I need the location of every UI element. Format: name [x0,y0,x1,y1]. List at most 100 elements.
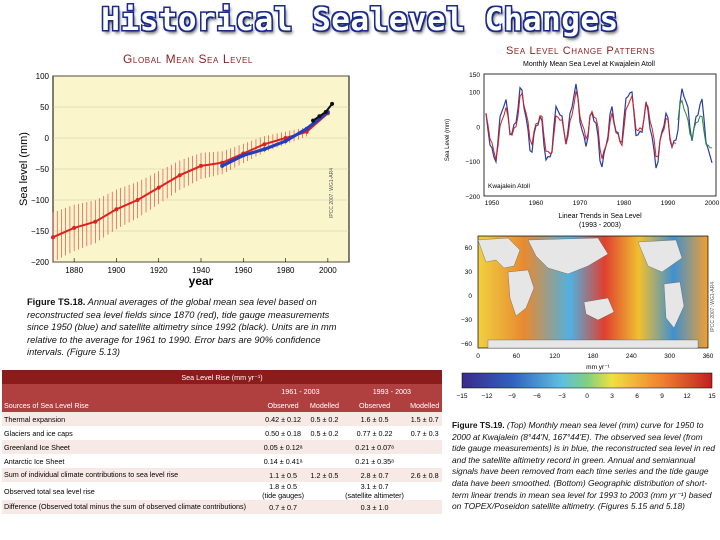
observed-1993-cell: 0.21 ± 0.35ᵃ [341,454,408,468]
y-tick-label: 100 [469,89,480,96]
map-title-line2: (1993 - 2003) [578,222,622,229]
col-observed-header: Observed [341,398,408,412]
modelled-1993-cell [407,482,442,500]
latitude-tick-label: 30 [465,269,473,276]
modelled-1993-cell [407,500,442,514]
data-point [114,207,119,212]
source-cell: Antarctic Ice Sheet [2,454,260,468]
table-row: Glaciers and ice caps 0.50 ± 0.18 0.5 ± 0.… [2,426,442,440]
y-tick-label: −200 [31,258,50,267]
latitude-tick-label: −60 [461,341,472,348]
y-tick-label: 150 [469,72,480,79]
gridlines [53,75,349,263]
observed-1961-cell: 0.05 ± 0.12ᵃ [259,440,308,454]
modelled-1961-cell: 0.5 ± 0.2 [307,426,342,440]
data-point [51,235,55,240]
colorbar-tick-label: 12 [683,393,691,400]
x-tick-labels: 1950 1960 1970 1980 1990 2000 [485,200,720,207]
latitude-tick-label: 60 [465,245,473,252]
y-tick-label: −150 [31,227,50,236]
data-point [220,163,225,168]
colorbar-tick-label: −15 [456,393,467,400]
table-row: Observed total sea level rise 1.8 ± 0.5 (t… [2,482,442,500]
y-tick-label: 0 [476,124,480,131]
latitude-tick-label: −30 [461,317,472,324]
table-row: Difference (Observed total minus the sum… [2,500,442,514]
y-tick-label: 100 [36,72,50,81]
y-tick-label: −200 [465,194,480,201]
colorbar-tick-label: 15 [708,393,716,400]
x-tick-label: 1960 [234,266,252,275]
data-point [304,126,309,131]
cell-note: (satellite altimeter) [345,491,404,500]
modelled-1993-cell: 0.7 ± 0.3 [407,426,442,440]
colorbar [461,372,713,389]
data-point [72,225,77,230]
longitude-tick-label: 240 [626,353,637,360]
modelled-1993-cell: 1.5 ± 0.7 [407,412,442,426]
observed-1993-cell: 0.21 ± 0.07ᵃ [341,440,408,454]
table-row: Thermal expansion 0.42 ± 0.12 0.5 ± 0.2 1.6… [2,412,442,426]
x-tick-label: 2000 [705,200,720,207]
data-point [262,142,267,147]
y-tick-labels: 100 50 0 −50 −100 −150 −200 [31,72,50,267]
global-mean-sea-level-chart: 100 50 0 −50 −100 −150 −200 1880 1900 1920 1940 19… [18,72,350,288]
colorbar-tick-label: −12 [481,393,492,400]
table-band-title: Sea Level Rise (mm yr⁻¹) [2,370,442,384]
modelled-1961-cell [307,500,342,514]
data-point [135,198,140,202]
longitude-tick-label: 120 [549,353,560,360]
observed-1961-cell: 1.1 ± 0.5 [259,468,308,482]
longitude-tick-label: 0 [476,353,480,360]
caption-label: Figure TS.18. [27,297,86,307]
colorbar-tick-label: −9 [508,393,516,400]
table-row: Antarctic Ice Sheet 0.14 ± 0.41ᵃ 0.21 ± 0.… [2,454,442,468]
cell-note: (tide gauges) [262,491,305,500]
left-panel-heading: Global Mean Sea Level [123,52,253,66]
x-tick-label: 1920 [150,266,168,275]
x-tick-label: 1980 [617,200,632,207]
series-lines [51,101,335,240]
data-point [262,147,267,152]
x-tick-label: 1970 [573,200,588,207]
right-panel-heading: Sea Level Change Patterns [506,45,656,57]
x-tick-label: 1900 [108,266,126,275]
y-tick-label: 50 [40,103,49,112]
watermark: IPCC 2007: WG1-AR4 [329,168,335,218]
data-point [156,185,161,190]
reconstructed-series [485,91,677,160]
y-tick-label: −100 [31,196,50,205]
left-caption: Figure TS.18. Annual averages of the glo… [27,296,345,359]
right-caption: Figure TS.19. (Top) Monthly mean sea lev… [452,420,718,513]
modelled-1993-cell [407,440,442,454]
map-title: Linear Trends in Sea Level (1993 - 2003) [540,212,660,230]
inset-label: Kwajalein Atoll [488,183,530,190]
observed-1993-cell: 0.3 ± 1.0 [341,500,408,514]
slide-title: Historical Sealevel Changes [101,2,619,38]
y-tick-label: −100 [465,159,480,166]
data-point [283,139,288,144]
x-tick-label: 1940 [192,266,210,275]
modelled-1993-cell [407,454,442,468]
x-axis-label: year [189,274,214,288]
modelled-1961-cell [307,454,342,468]
y-tick-label: −50 [35,165,49,174]
caption-text: Annual averages of the global mean sea l… [27,297,337,358]
modelled-1961-cell: 1.2 ± 0.5 [307,468,342,482]
modelled-1961-cell [307,482,342,500]
y-axis-label: Sea Level (mm) [445,119,451,161]
data-point [311,118,316,123]
sea-level-rise-table: Sea Level Rise (mm yr⁻¹) 1961 - 2003 199… [2,370,442,514]
sea-level-rise-table-panel: Sea Level Rise (mm yr⁻¹) 1961 - 2003 199… [2,370,442,540]
x-tick-label: 1950 [485,200,500,207]
x-tick-labels: 1880 1900 1920 1940 1960 1980 2000 [65,266,337,275]
altimetry-series [677,99,713,149]
data-point [330,101,335,106]
observed-1961-cell: 0.7 ± 0.7 [259,500,308,514]
continents [477,237,699,349]
caption-label: Figure TS.19. [452,420,505,430]
longitude-tick-labels: 0 60 120 180 240 300 360 [476,353,714,360]
x-tick-label: 1990 [661,200,676,207]
map-title-line1: Linear Trends in Sea Level [558,213,642,220]
